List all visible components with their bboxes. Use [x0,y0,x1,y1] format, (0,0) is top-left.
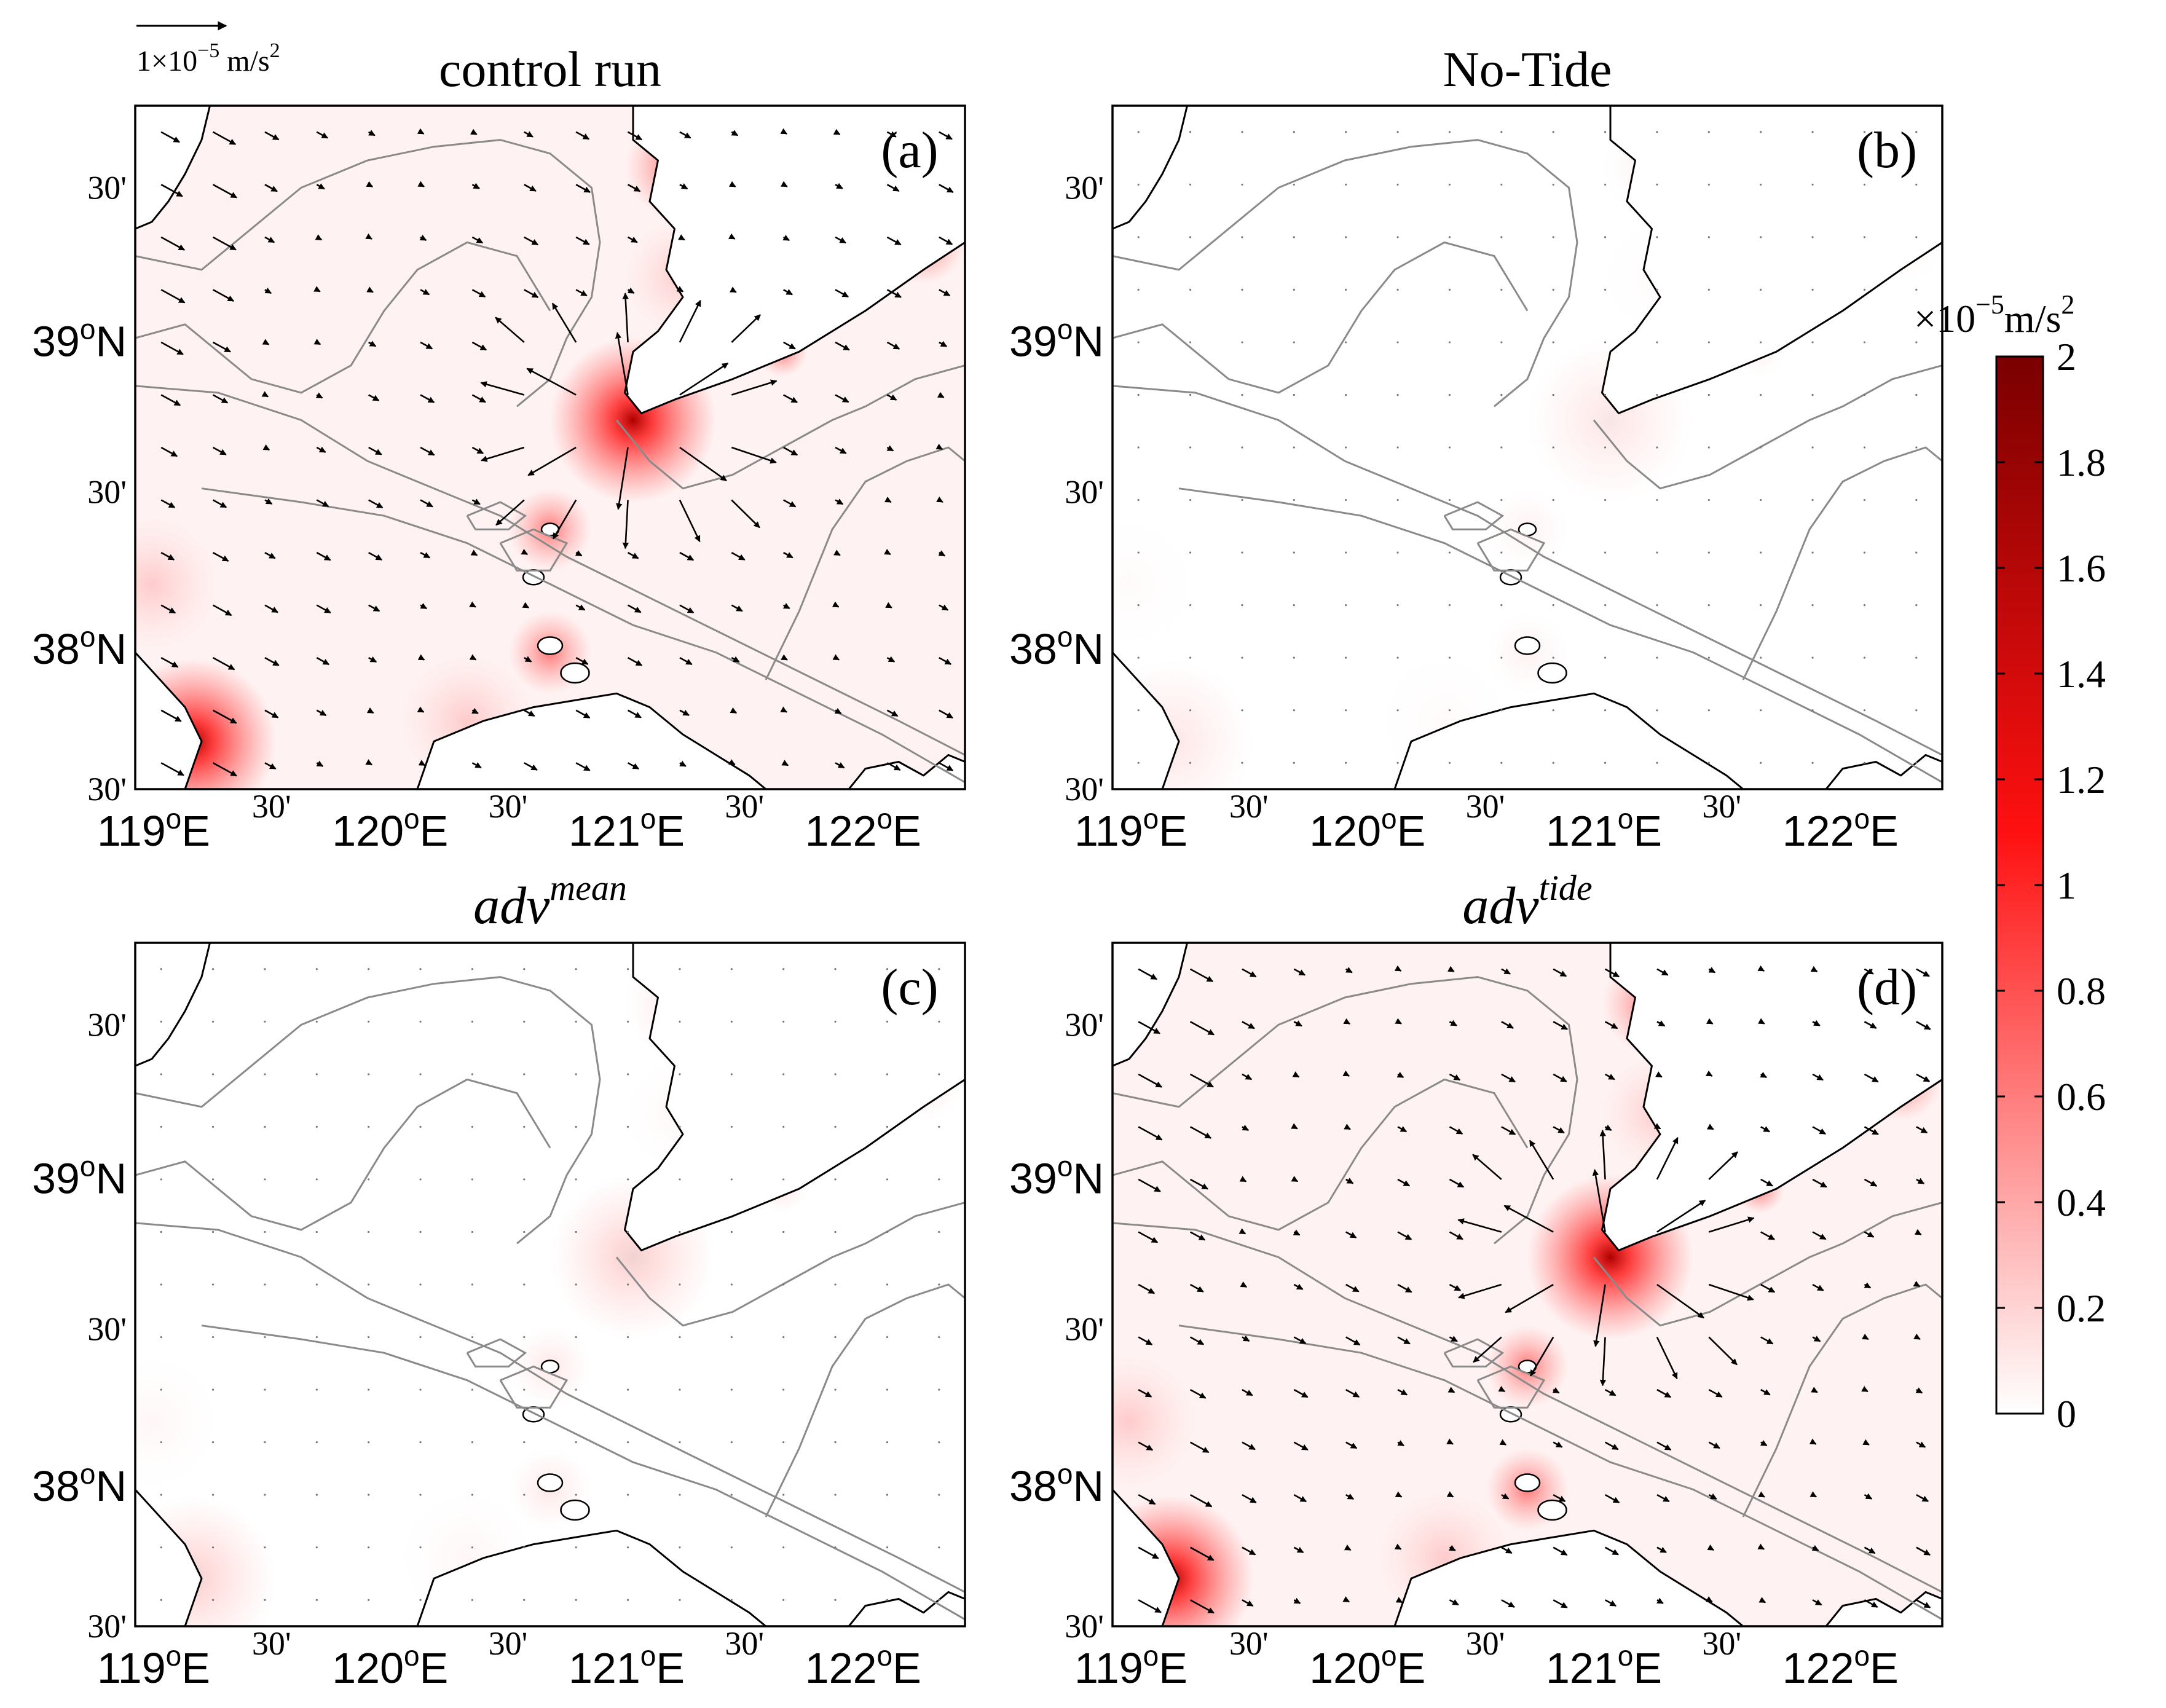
y-major-tick-label: 38oN [32,1458,127,1510]
x-minor-tick-label: 30' [1229,788,1269,825]
colorbar-tick-label: 0.4 [2057,1181,2106,1224]
colorbar-tick-label: 1.2 [2057,758,2106,801]
y-minor-tick-label: 30' [1065,473,1104,510]
colorbar-tick-label: 2 [2057,335,2076,379]
y-minor-tick-label: 30' [1065,1310,1104,1347]
x-minor-tick-label: 30' [1702,788,1741,825]
panel-frame [134,104,966,790]
panel-label: (d) [1857,959,1917,1016]
panel-title: advmean [473,868,627,935]
panel-a: control run (a) 30' 30' 30' 39oN 38oN 119oE 120o… [32,41,966,855]
x-major-tick-label: 122oE [1782,803,1899,855]
panel-frame [1111,942,1943,1627]
y-minor-tick-label: 30' [1065,1006,1104,1043]
colorbar-tick-label: 0.8 [2057,969,2106,1013]
y-major-tick-label: 39oN [1009,1151,1104,1203]
colorbar-unit: ×10−5m/s2 [1914,289,2074,340]
colorbar-tick-label: 1.6 [2057,546,2106,590]
panel-d: advtide (d) 30' 30' 30' 39oN 38oN 119oE 120oE 121… [1009,868,1943,1692]
y-major-tick-label: 38oN [1009,1458,1104,1510]
scale-arrow-label: 1×10−5 m/s2 [136,39,280,77]
x-minor-tick-label: 30' [489,788,528,825]
coastline [1113,943,1942,1626]
isobaths [135,139,965,784]
x-minor-tick-label: 30' [725,788,764,825]
y-major-tick-label: 38oN [1009,621,1104,673]
panel-label: (c) [881,959,938,1016]
y-minor-tick-label: 30' [1065,1608,1104,1645]
y-major-tick-label: 39oN [32,1151,127,1203]
acceleration-vectors [160,128,954,777]
x-minor-tick-label: 30' [1466,788,1505,825]
colorbar-tick-label: 1.8 [2057,441,2106,484]
y-minor-tick-label: 30' [87,473,127,510]
x-major-tick-label: 119oE [1074,1640,1187,1692]
panel-c: advmean (c) 30' 30' 30' 39oN 38oN 119oE 120oE 121… [32,868,966,1692]
colorbar-tick-label: 0.2 [2057,1286,2106,1330]
colorbar-tick-label: 1 [2057,864,2076,907]
x-major-tick-label: 121oE [1546,1640,1662,1692]
panel-title: control run [439,41,661,97]
panel-frame [1111,104,1943,790]
x-major-tick-label: 120oE [1309,1640,1425,1692]
x-major-tick-label: 122oE [805,803,921,855]
coastline [1113,106,1942,789]
isobaths [135,976,965,1621]
x-major-tick-label: 120oE [332,803,448,855]
x-major-tick-label: 121oE [569,1640,685,1692]
panel-frame [134,942,966,1627]
y-minor-tick-label: 30' [1065,771,1104,808]
acceleration-vectors [1137,131,1918,764]
coastline [135,943,965,1626]
y-minor-tick-label: 30' [87,1608,127,1645]
acceleration-vectors [1138,965,1931,1614]
y-major-tick-label: 39oN [32,313,127,366]
panel-label: (b) [1857,122,1917,179]
x-major-tick-label: 120oE [1309,803,1425,855]
panel-b: No-Tide (b) 30' 30' 30' 39oN 38oN 119oE 120oE 121… [1009,41,1943,855]
colorbar-tick-label: 0.6 [2057,1075,2106,1119]
x-minor-tick-label: 30' [725,1625,764,1662]
colorbar: ×10−5m/s2 2 1.8 1.6 1.4 1.2 1 0.8 0.6 0.4 0.2 0 [1914,289,2106,1436]
x-minor-tick-label: 30' [252,1625,291,1662]
x-major-tick-label: 122oE [1782,1640,1899,1692]
panel-title: No-Tide [1443,41,1612,97]
x-major-tick-label: 121oE [569,803,685,855]
x-minor-tick-label: 30' [1229,1625,1269,1662]
x-major-tick-label: 119oE [97,803,210,855]
x-minor-tick-label: 30' [1702,1625,1741,1662]
coastline [135,106,965,789]
panel-title: advtide [1462,868,1592,935]
x-major-tick-label: 119oE [97,1640,210,1692]
x-major-tick-label: 119oE [1074,803,1187,855]
y-minor-tick-label: 30' [87,1006,127,1043]
scale-arrow: 1×10−5 m/s2 [136,21,280,77]
y-minor-tick-label: 30' [87,1310,127,1347]
y-major-tick-label: 39oN [1009,313,1104,366]
x-minor-tick-label: 30' [489,1625,528,1662]
acceleration-vectors [160,968,940,1601]
y-minor-tick-label: 30' [1065,169,1104,206]
y-major-tick-label: 38oN [32,621,127,673]
x-major-tick-label: 120oE [332,1640,448,1692]
x-minor-tick-label: 30' [252,788,291,825]
x-minor-tick-label: 30' [1466,1625,1505,1662]
x-major-tick-label: 122oE [805,1640,921,1692]
isobaths [1113,139,1942,784]
y-minor-tick-label: 30' [87,771,127,808]
x-major-tick-label: 121oE [1546,803,1662,855]
y-minor-tick-label: 30' [87,169,127,206]
colorbar-tick-label: 0 [2057,1392,2076,1436]
panel-label: (a) [881,122,938,179]
colorbar-tick-label: 1.4 [2057,652,2106,696]
